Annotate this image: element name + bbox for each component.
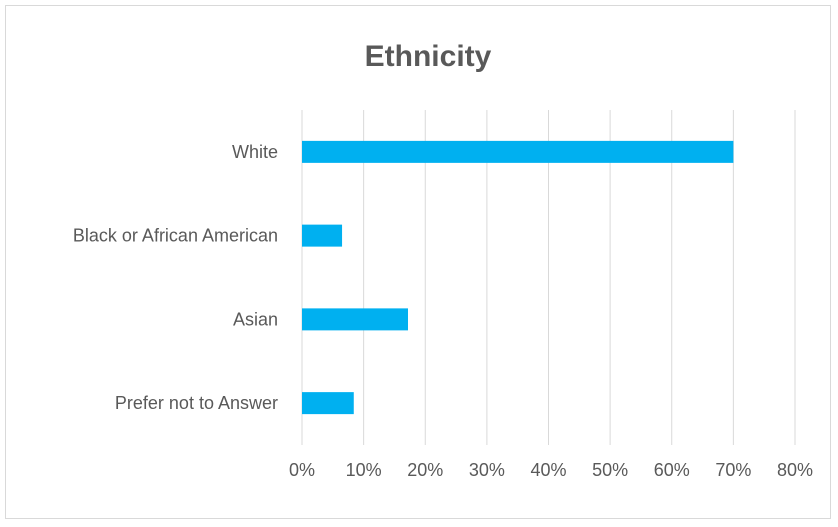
- x-tick-label: 80%: [777, 460, 813, 480]
- x-axis-ticks: 0% 10% 20% 30% 40% 50% 60% 70% 80%: [289, 460, 813, 480]
- gridlines: [301, 110, 796, 445]
- category-labels: White Black or African American Asian Prefe…: [73, 142, 278, 413]
- chart-area: [5, 5, 831, 519]
- bar: [302, 392, 354, 415]
- x-tick-label: 70%: [715, 460, 751, 480]
- category-label: Black or African American: [73, 226, 278, 246]
- x-tick-label: 40%: [530, 460, 566, 480]
- category-label: Asian: [233, 309, 278, 329]
- bar: [302, 224, 343, 247]
- category-label: Prefer not to Answer: [115, 393, 278, 413]
- x-tick-label: 30%: [469, 460, 505, 480]
- bar: [302, 308, 408, 331]
- x-tick-label: 50%: [592, 460, 628, 480]
- x-tick-label: 60%: [654, 460, 690, 480]
- bar: [302, 140, 734, 163]
- chart-title: Ethnicity: [365, 40, 492, 73]
- x-tick-label: 0%: [289, 460, 315, 480]
- category-label: White: [232, 142, 278, 162]
- x-tick-label: 10%: [346, 460, 382, 480]
- bars: [302, 140, 734, 415]
- x-tick-label: 20%: [407, 460, 443, 480]
